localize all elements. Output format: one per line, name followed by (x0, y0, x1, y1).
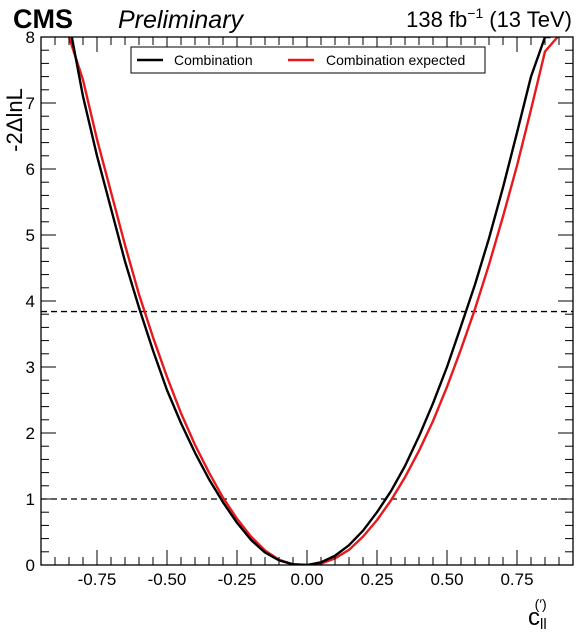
series-line-combination (70, 37, 551, 565)
x-axis-title-superscript: (′) (535, 596, 547, 612)
x-axis-title: cll (′) (528, 596, 547, 633)
x-axis-title-subscript: ll (540, 616, 547, 633)
y-tick-label: 7 (26, 94, 35, 113)
x-tick-label: 0.00 (290, 570, 323, 589)
reference-lines (41, 310, 573, 500)
x-tick-label: 0.75 (500, 570, 533, 589)
axis-tick-labels: -0.75 -0.50 -0.25 0.00 0.25 0.50 0.75 0 1 2 3 4 5 6 7 8 (26, 28, 534, 589)
y-tick-label: 2 (26, 424, 35, 443)
energy-value: (13 TeV) (489, 7, 572, 32)
legend-label-combination-expected: Combination expected (326, 52, 465, 68)
y-tick-label: 5 (26, 226, 35, 245)
luminosity-value: 138 fb (406, 7, 467, 32)
luminosity-exponent: −1 (467, 5, 483, 21)
x-tick-label: -0.25 (218, 570, 257, 589)
x-axis-title-base: c (528, 604, 540, 631)
y-tick-label: 8 (26, 28, 35, 47)
legend: Combination Combination expected (130, 46, 486, 74)
y-axis-title: -2ΔlnL (2, 88, 27, 152)
experiment-label: CMS (13, 4, 73, 34)
y-tick-label: 3 (26, 358, 35, 377)
y-tick-label: 6 (26, 160, 35, 179)
luminosity-label: 138 fb−1 (13 TeV) (406, 5, 572, 32)
axis-ticks (40, 36, 574, 566)
x-tick-label: 0.50 (430, 570, 463, 589)
x-tick-label: 0.25 (360, 570, 393, 589)
y-tick-label: 0 (26, 556, 35, 575)
x-tick-label: -0.50 (148, 570, 187, 589)
curves (67, 37, 559, 565)
series-line-combination-expected (67, 37, 559, 565)
legend-label-combination: Combination (174, 52, 253, 68)
plot-frame (40, 36, 574, 566)
y-tick-label: 4 (26, 292, 35, 311)
y-tick-label: 1 (26, 490, 35, 509)
preliminary-label: Preliminary (118, 6, 245, 34)
x-tick-label: -0.75 (78, 570, 117, 589)
